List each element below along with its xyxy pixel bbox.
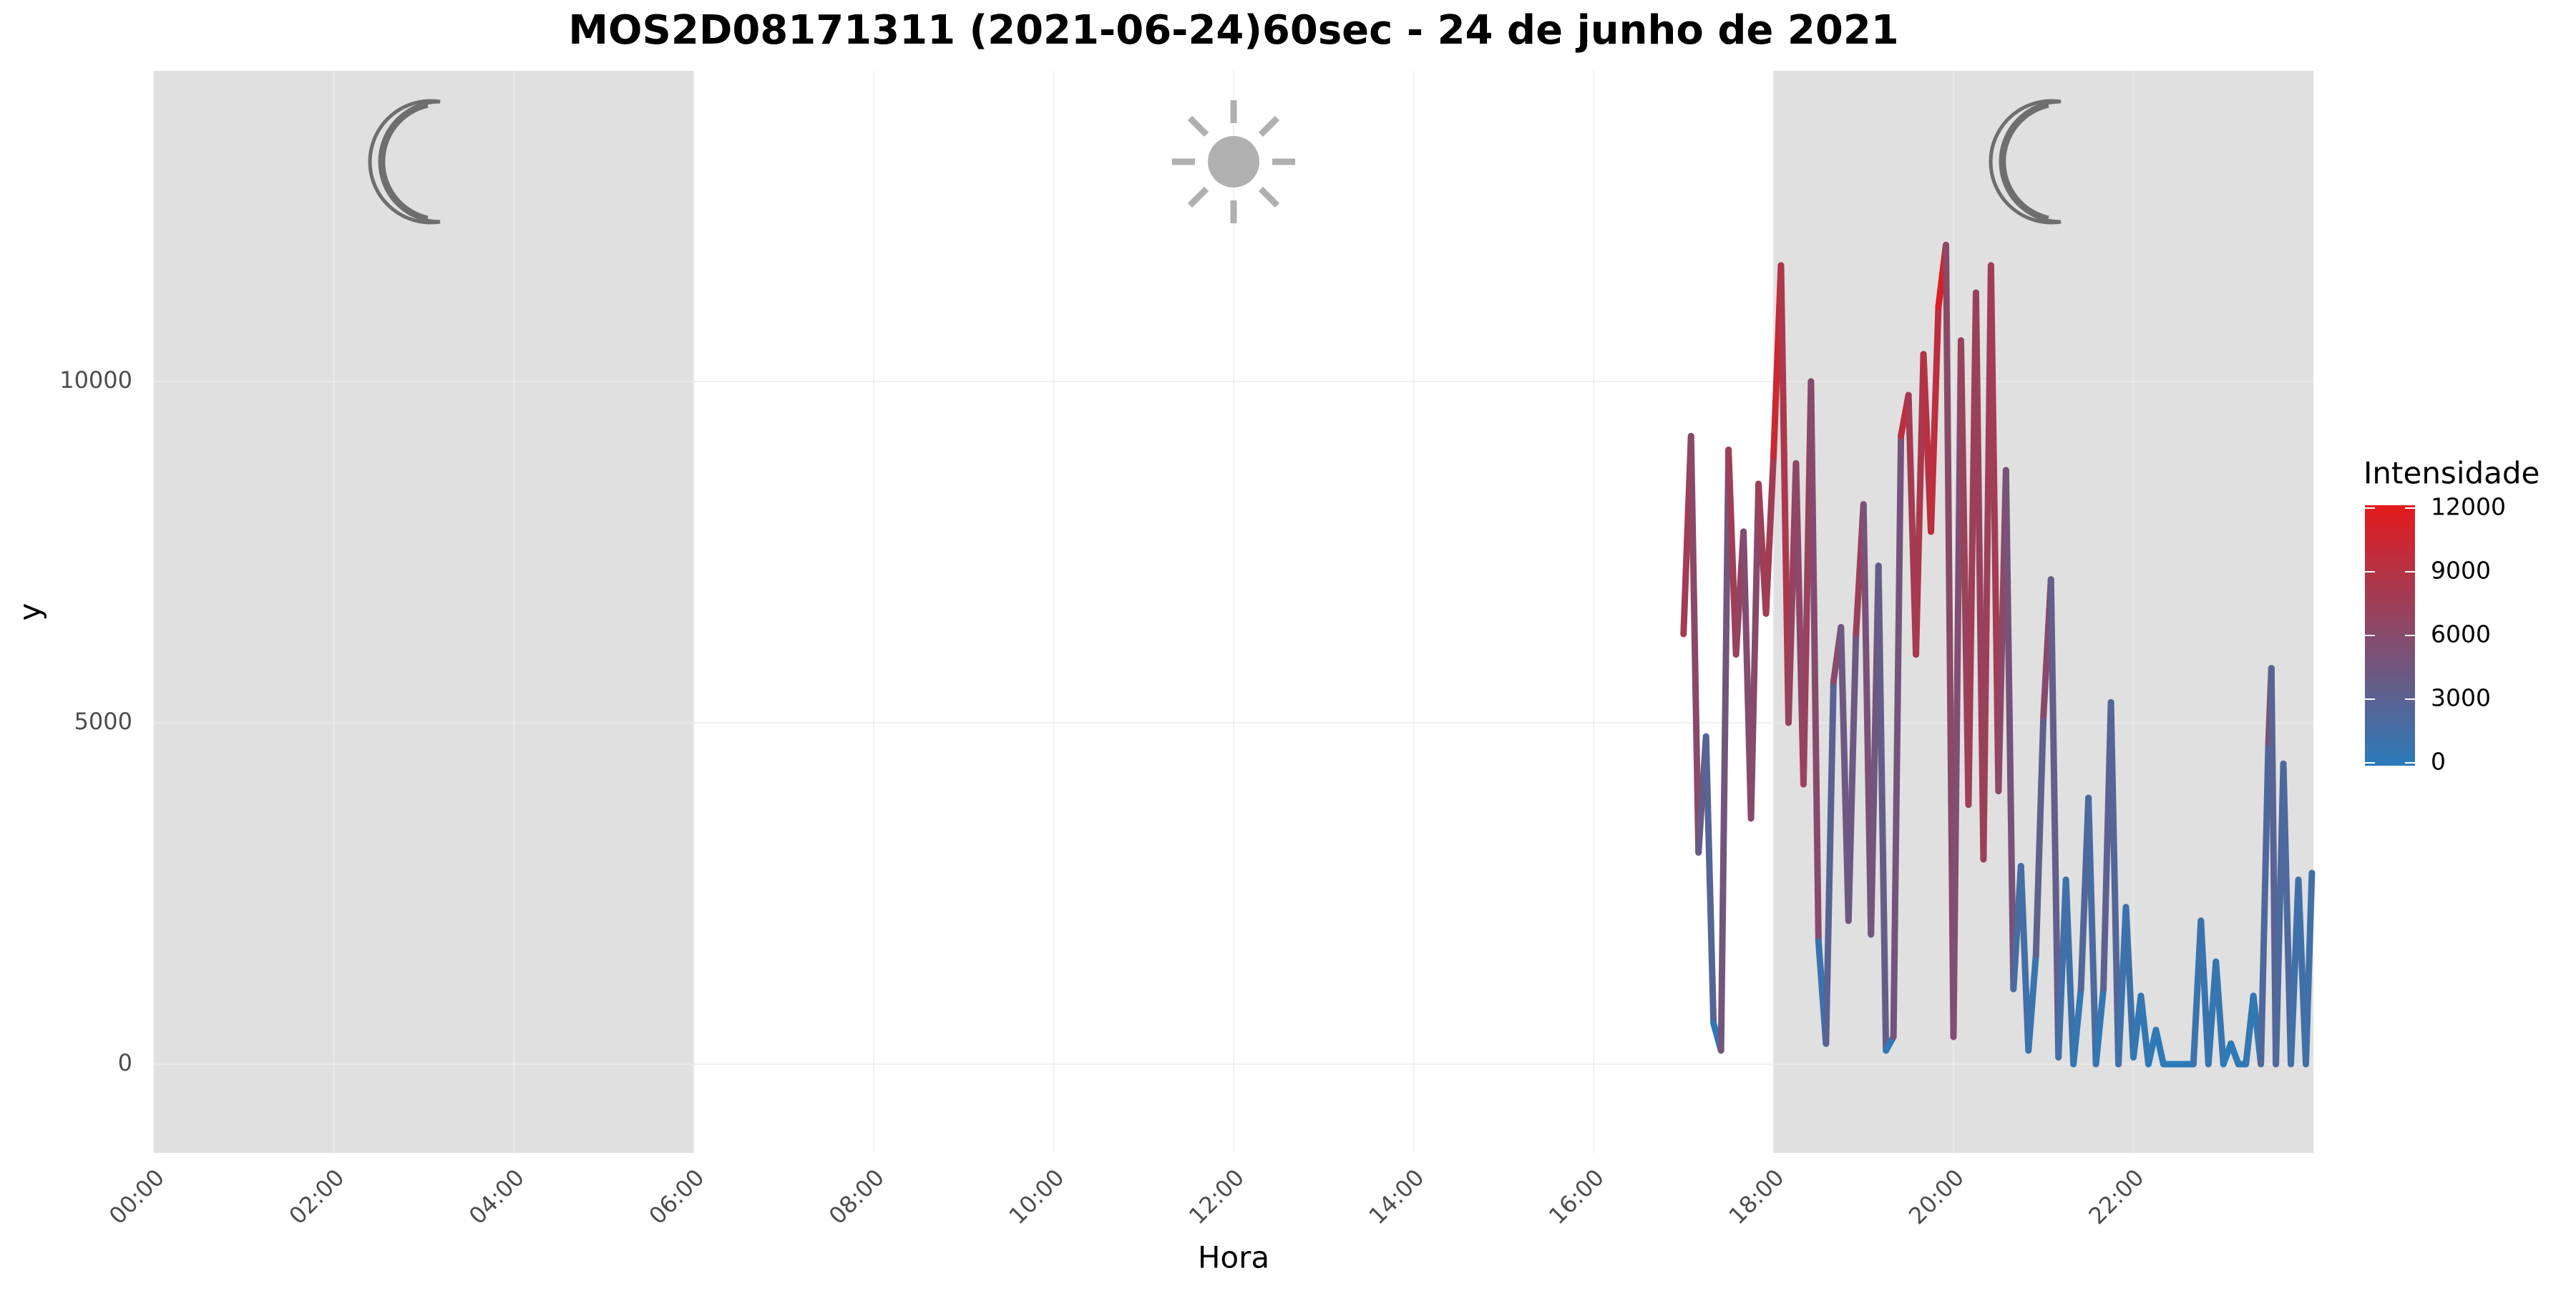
line-segment xyxy=(2212,958,2227,1068)
legend-tick-label: 12000 xyxy=(2431,493,2506,521)
moon-icon xyxy=(368,99,441,225)
line-segment xyxy=(2152,1026,2167,1068)
line-segment xyxy=(2025,951,2039,1054)
line-segment xyxy=(2137,993,2152,1068)
line-segment xyxy=(2047,576,2062,1061)
legend-tick-label: 3000 xyxy=(2431,684,2491,712)
x-tick-label: 06:00 xyxy=(643,1164,709,1229)
day-night-icons xyxy=(368,99,2062,225)
x-axis-label: Hora xyxy=(1198,1240,1269,1275)
x-tick-label: 20:00 xyxy=(1903,1164,1969,1229)
line-segment xyxy=(1823,678,1837,1047)
line-segment xyxy=(1687,432,1702,856)
x-tick-label: 14:00 xyxy=(1363,1164,1429,1229)
line-segment xyxy=(1987,262,2002,794)
x-tick-label: 22:00 xyxy=(2083,1164,2149,1229)
line-segment xyxy=(2032,712,2047,958)
line-segment xyxy=(2107,698,2122,1068)
line-segment xyxy=(1717,446,1732,1054)
line-segment xyxy=(1702,733,1717,1027)
x-tick-label: 10:00 xyxy=(1003,1164,1069,1229)
line-segment xyxy=(2017,862,2032,1054)
x-tick-label: 04:00 xyxy=(464,1164,530,1229)
x-tick-label: 12:00 xyxy=(1184,1164,1249,1229)
line-segment xyxy=(1913,351,1927,658)
line-segment xyxy=(2002,467,2017,993)
line-segment xyxy=(1807,378,1822,945)
line-segment xyxy=(2092,985,2107,1068)
legend-tick-label: 9000 xyxy=(2431,557,2491,585)
legend-tick-label: 6000 xyxy=(2431,620,2491,648)
y-tick-label: 0 xyxy=(118,1049,132,1076)
sun-icon xyxy=(1172,100,1295,223)
line-segment xyxy=(1845,630,1860,925)
y-tick-label: 5000 xyxy=(74,708,132,735)
night-band xyxy=(154,71,694,1153)
line-segment xyxy=(1762,453,1777,617)
x-tick-label: 00:00 xyxy=(104,1164,170,1229)
line-segment xyxy=(2070,985,2084,1068)
line-segment xyxy=(2085,794,2099,1068)
line-segment xyxy=(1725,446,1740,658)
line-segment xyxy=(1928,303,1942,535)
line-segment xyxy=(2280,760,2295,1068)
background-layer xyxy=(153,71,2313,1153)
line-segment xyxy=(2122,904,2137,1061)
x-tick-label: 02:00 xyxy=(283,1164,349,1229)
line-segment xyxy=(2228,1040,2242,1068)
moon-icon xyxy=(1989,99,2062,225)
line-segment xyxy=(1890,432,1905,1041)
line-segment xyxy=(1777,262,1792,726)
y-axis-label: y xyxy=(13,603,48,621)
x-tick-label: 18:00 xyxy=(1723,1164,1789,1229)
line-segment xyxy=(1747,480,1762,822)
chart-title: MOS2D08171311 (2021-06-24)60sec - 24 de … xyxy=(568,7,1899,54)
x-tick-label: 08:00 xyxy=(824,1164,889,1229)
legend-tick-label: 0 xyxy=(2431,748,2446,776)
legend-title: Intensidade xyxy=(2363,456,2540,491)
line-segment xyxy=(2303,869,2316,1068)
line-segment xyxy=(2062,876,2077,1068)
line-segment xyxy=(1875,562,1890,1054)
x-tick-label: 16:00 xyxy=(1543,1164,1609,1229)
y-tick-label: 10000 xyxy=(59,366,132,394)
line-segment xyxy=(2258,740,2272,1068)
